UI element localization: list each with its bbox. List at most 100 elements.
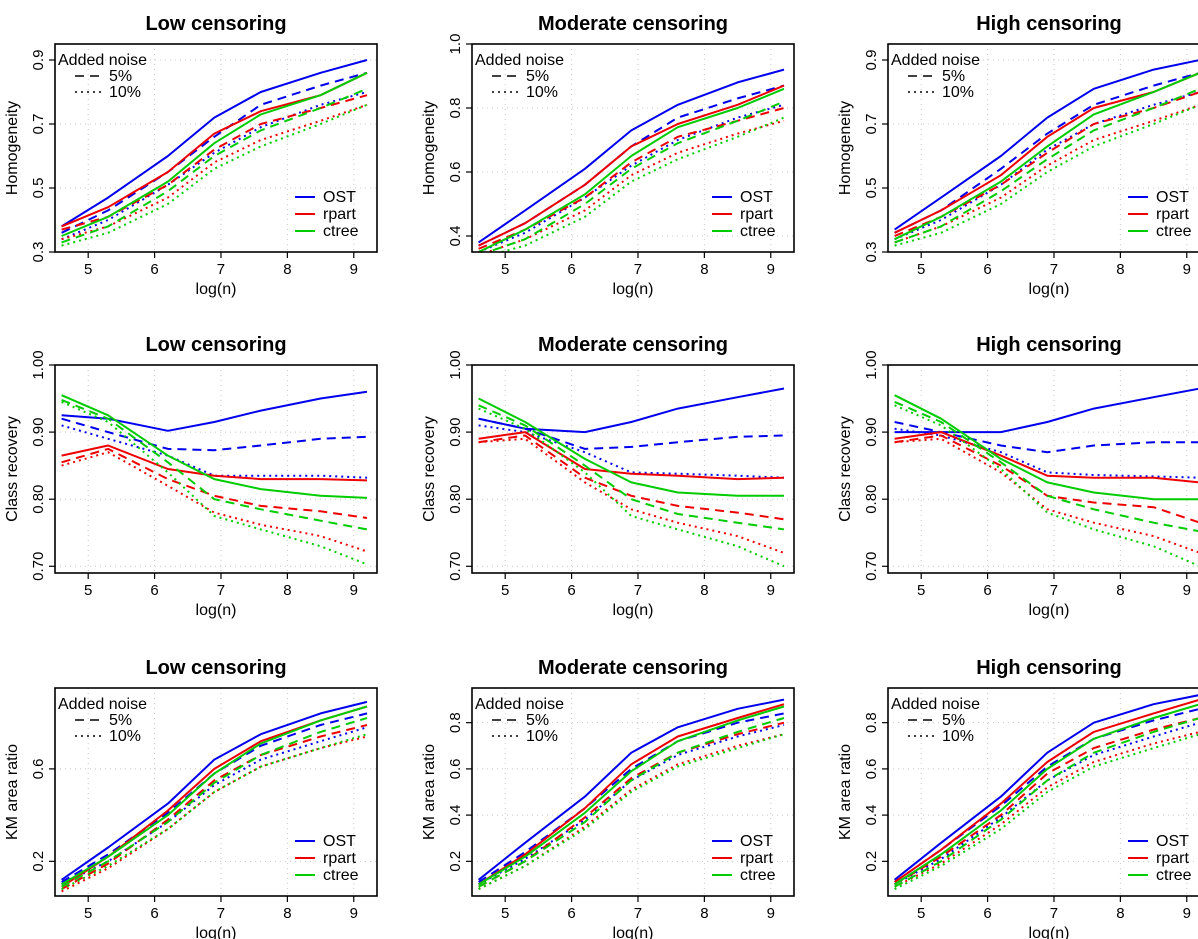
y-tick-label: 0.8 (863, 712, 880, 733)
y-tick-label: 0.90 (863, 417, 880, 446)
x-axis-label: log(n) (1029, 602, 1070, 619)
series-line-ctree-10pct (894, 733, 1198, 890)
method-legend-label: OST (323, 833, 356, 850)
series-line-ost-no-noise (477, 698, 785, 881)
series-line-ost-5pct (478, 417, 785, 450)
series-line-rpart-10pct (484, 119, 785, 252)
noise-legend-label: 10% (526, 84, 558, 101)
x-tick-label: 7 (1050, 261, 1058, 278)
y-axis-label: Homogeneity (421, 101, 438, 195)
series-line-ctree-10pct (894, 104, 1198, 247)
method-legend-label: OST (740, 833, 773, 850)
panel-8: 5 6 7 8 9 0.2 0.4 0.6 0.8 Moderate censoring log(n… (421, 657, 795, 939)
series-group (894, 59, 1198, 247)
panel-title: Low censoring (145, 13, 286, 35)
panel-title: High censoring (976, 334, 1122, 356)
x-tick-label: 5 (84, 261, 92, 278)
x-tick-label: 7 (217, 582, 225, 599)
noise-legend-label: 5% (942, 712, 965, 729)
noise-legend-label: 5% (942, 68, 965, 85)
y-tick-label: 0.6 (30, 758, 47, 779)
series-group (478, 68, 785, 252)
y-tick-label: 0.7 (863, 114, 880, 135)
series-line-rpart-5pct (61, 94, 368, 231)
series-line-ctree-5pct (61, 87, 368, 244)
plot-frame (471, 364, 795, 574)
method-legend-label: OST (1156, 189, 1189, 206)
y-axis-label: KM area ratio (837, 744, 854, 840)
y-tick-label: 0.80 (447, 485, 464, 514)
panel-6: 5 6 7 8 9 0.70 0.80 0.90 1.00 High censoring log(n… (837, 334, 1198, 619)
noise-legend-title: Added noise (891, 52, 980, 69)
x-tick-label: 6 (567, 261, 575, 278)
x-tick-label: 9 (350, 261, 358, 278)
y-tick-label: 0.2 (863, 851, 880, 872)
x-tick-label: 9 (350, 905, 358, 922)
x-tick-label: 5 (501, 582, 509, 599)
series-line-ctree-10pct (61, 103, 368, 247)
x-tick-label: 8 (283, 261, 291, 278)
y-tick-label: 0.2 (30, 851, 47, 872)
x-tick-label: 6 (983, 905, 991, 922)
plot-frame (887, 43, 1198, 253)
series-group (894, 387, 1198, 567)
y-tick-label: 0.70 (447, 552, 464, 581)
noise-legend-title: Added noise (475, 696, 564, 713)
series-line-rpart-no-noise (478, 431, 785, 481)
series-line-ost-5pct (478, 84, 785, 247)
method-legend-label: OST (740, 189, 773, 206)
series-line-ost-5pct (894, 421, 1198, 454)
plot-frame (54, 364, 378, 574)
method-legend-label: OST (1156, 833, 1189, 850)
x-tick-label: 6 (567, 905, 575, 922)
series-line-ctree-no-noise (61, 705, 368, 886)
x-tick-label: 6 (983, 582, 991, 599)
series-line-rpart-10pct (61, 103, 368, 241)
plot-frame (471, 687, 795, 897)
series-line-rpart-10pct (478, 437, 785, 554)
y-tick-label: 0.8 (447, 712, 464, 733)
series-line-ost-5pct (894, 708, 1198, 883)
series-line-ctree-5pct (894, 717, 1198, 888)
x-tick-label: 9 (1183, 582, 1191, 599)
y-tick-label: 0.70 (863, 552, 880, 581)
noise-legend-label: 5% (109, 68, 132, 85)
plot-frame (54, 43, 378, 253)
panel-title: Low censoring (145, 657, 286, 679)
noise-legend-label: 5% (109, 712, 132, 729)
y-tick-label: 0.80 (863, 485, 880, 514)
y-tick-label: 0.7 (30, 114, 47, 135)
panel-7: 5 6 7 8 9 0.2 0.6 Low censoring log(n) KM area ra… (4, 657, 378, 939)
x-tick-label: 8 (700, 261, 708, 278)
panel-title: High censoring (976, 13, 1122, 35)
series-line-rpart-no-noise (478, 84, 785, 247)
y-tick-label: 0.5 (863, 178, 880, 199)
series-line-ctree-no-noise (894, 703, 1198, 886)
x-tick-label: 7 (1050, 905, 1058, 922)
panel-5: 5 6 7 8 9 0.70 0.80 0.90 1.00 Moderate censoring l… (421, 334, 795, 619)
x-tick-label: 5 (84, 905, 92, 922)
noise-legend-label: 10% (109, 84, 141, 101)
series-line-ost-5pct (61, 417, 368, 452)
panel-title: Low censoring (145, 334, 286, 356)
series-line-ctree-no-noise (478, 87, 785, 252)
plot-frame (54, 687, 378, 897)
x-axis-label: log(n) (196, 925, 237, 939)
series-line-rpart-10pct (894, 731, 1198, 888)
method-legend-label: ctree (1156, 223, 1192, 240)
series-line-ost-no-noise (478, 68, 785, 244)
x-tick-label: 9 (767, 261, 775, 278)
x-tick-label: 8 (700, 582, 708, 599)
series-line-ost-no-noise (893, 694, 1198, 881)
x-tick-label: 5 (501, 261, 509, 278)
series-group (893, 694, 1198, 890)
series-line-rpart-10pct (478, 733, 785, 890)
series-group (61, 700, 368, 893)
series-line-ctree-no-noise (61, 394, 368, 499)
series-line-ctree-10pct (61, 400, 368, 566)
series-line-ctree-no-noise (894, 72, 1198, 241)
